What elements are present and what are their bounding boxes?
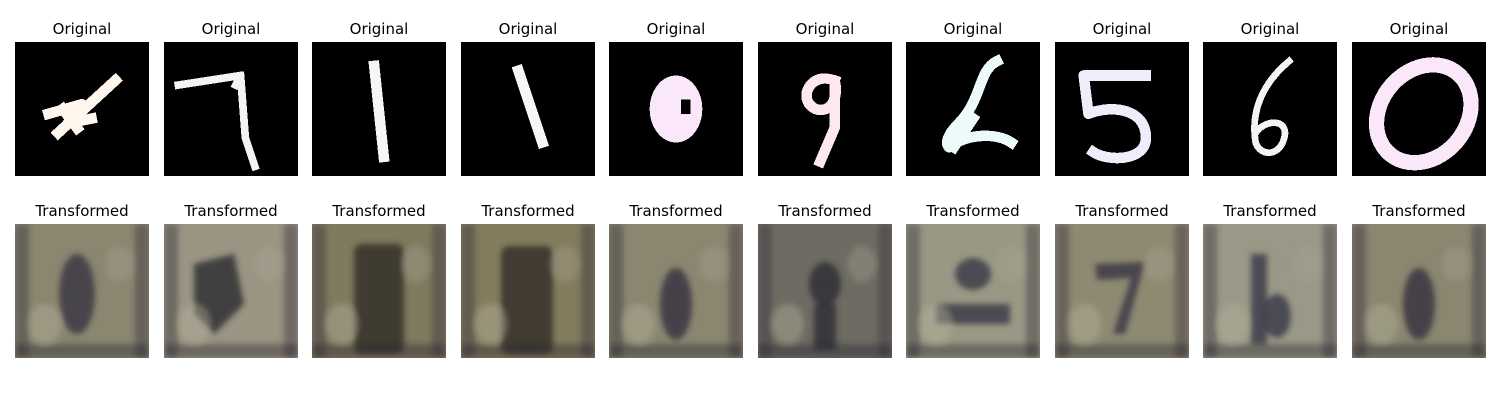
digit-image [906, 42, 1040, 176]
panel-caption: Transformed [164, 202, 298, 220]
panel-caption: Original [906, 20, 1040, 38]
digit-image [758, 42, 892, 176]
digit-image [609, 42, 743, 176]
panel-caption: Original [461, 20, 595, 38]
panel-caption: Original [758, 20, 892, 38]
panel-caption: Transformed [609, 202, 743, 220]
panel-caption: Original [164, 20, 298, 38]
panel-caption: Original [609, 20, 743, 38]
transformed-image [1203, 224, 1337, 358]
panel-caption: Transformed [1203, 202, 1337, 220]
transformed-image [1055, 224, 1189, 358]
transformed-image [1352, 224, 1486, 358]
transformed-image [758, 224, 892, 358]
panel-caption: Original [1352, 20, 1486, 38]
panel-caption: Transformed [906, 202, 1040, 220]
panel-caption: Original [1055, 20, 1189, 38]
digit-image [164, 42, 298, 176]
transformed-image [15, 224, 149, 358]
panel-caption: Original [1203, 20, 1337, 38]
panel-caption: Transformed [1352, 202, 1486, 220]
digit-strokes [650, 76, 703, 143]
panel-caption: Transformed [15, 202, 149, 220]
digit-image [1352, 42, 1486, 176]
digit-image [461, 42, 595, 176]
transformed-image [461, 224, 595, 358]
transformed-image [609, 224, 743, 358]
panel-caption: Original [312, 20, 446, 38]
panel-caption: Transformed [1055, 202, 1189, 220]
digit-image [1055, 42, 1189, 176]
digit-image [1203, 42, 1337, 176]
digit-image [312, 42, 446, 176]
panel-caption: Transformed [758, 202, 892, 220]
panel-caption: Transformed [461, 202, 595, 220]
panel-caption: Original [15, 20, 149, 38]
transformed-image [906, 224, 1040, 358]
transformed-image [312, 224, 446, 358]
digit-image [15, 42, 149, 176]
transformed-image [164, 224, 298, 358]
panel-caption: Transformed [312, 202, 446, 220]
